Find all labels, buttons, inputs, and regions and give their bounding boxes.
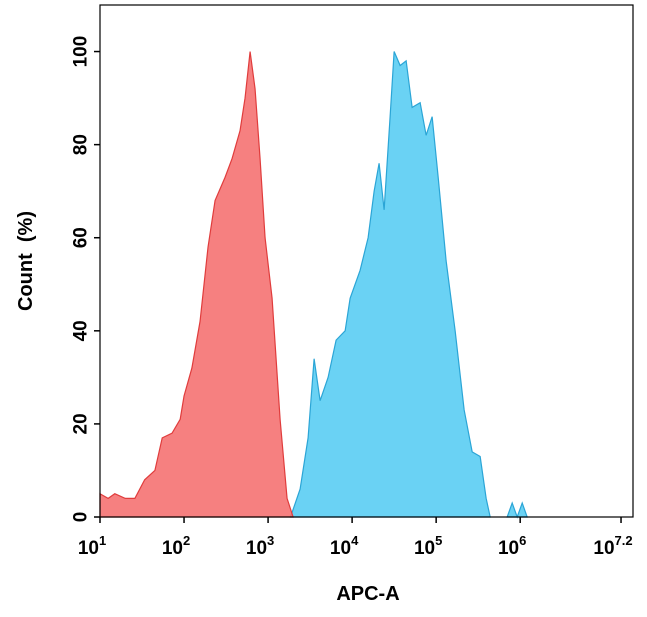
x-axis-label: APC-A bbox=[336, 583, 399, 605]
x-tick-exponent: 4 bbox=[351, 533, 359, 548]
x-tick-label: 105 bbox=[414, 533, 442, 559]
plot-frame bbox=[99, 4, 634, 518]
x-tick-base: 10 bbox=[593, 538, 614, 559]
y-tick-label: 0 bbox=[71, 512, 92, 523]
x-tick-exponent: 7.2 bbox=[615, 533, 633, 548]
x-tick-base: 10 bbox=[414, 538, 435, 559]
x-tick-exponent: 5 bbox=[435, 533, 442, 548]
histogram-area bbox=[289, 51, 529, 519]
x-tick-exponent: 3 bbox=[267, 533, 274, 548]
histogram-area bbox=[99, 51, 294, 518]
x-tick-label: 106 bbox=[498, 533, 526, 559]
y-tick-label: 80 bbox=[71, 134, 92, 155]
x-tick-exponent: 6 bbox=[519, 533, 526, 548]
x-tick-label: 101 bbox=[78, 533, 106, 559]
x-tick-label: 104 bbox=[330, 533, 359, 559]
x-tick-exponent: 1 bbox=[99, 533, 106, 548]
x-tick-label: 102 bbox=[162, 533, 190, 559]
y-tick-label: 40 bbox=[71, 320, 92, 341]
x-tick-base: 10 bbox=[330, 538, 351, 559]
x-tick-label: 107.2 bbox=[593, 533, 632, 559]
x-tick-base: 10 bbox=[498, 538, 519, 559]
x-tick-exponent: 2 bbox=[183, 533, 190, 548]
y-axis-label: Count (%) bbox=[15, 211, 37, 311]
x-tick-base: 10 bbox=[78, 538, 99, 559]
x-tick-base: 10 bbox=[246, 538, 267, 559]
y-tick-label: 60 bbox=[71, 227, 92, 248]
x-tick-base: 10 bbox=[162, 538, 183, 559]
y-tick-label: 100 bbox=[71, 36, 92, 68]
y-tick-label: 20 bbox=[71, 413, 92, 434]
x-tick-label: 103 bbox=[246, 533, 274, 559]
